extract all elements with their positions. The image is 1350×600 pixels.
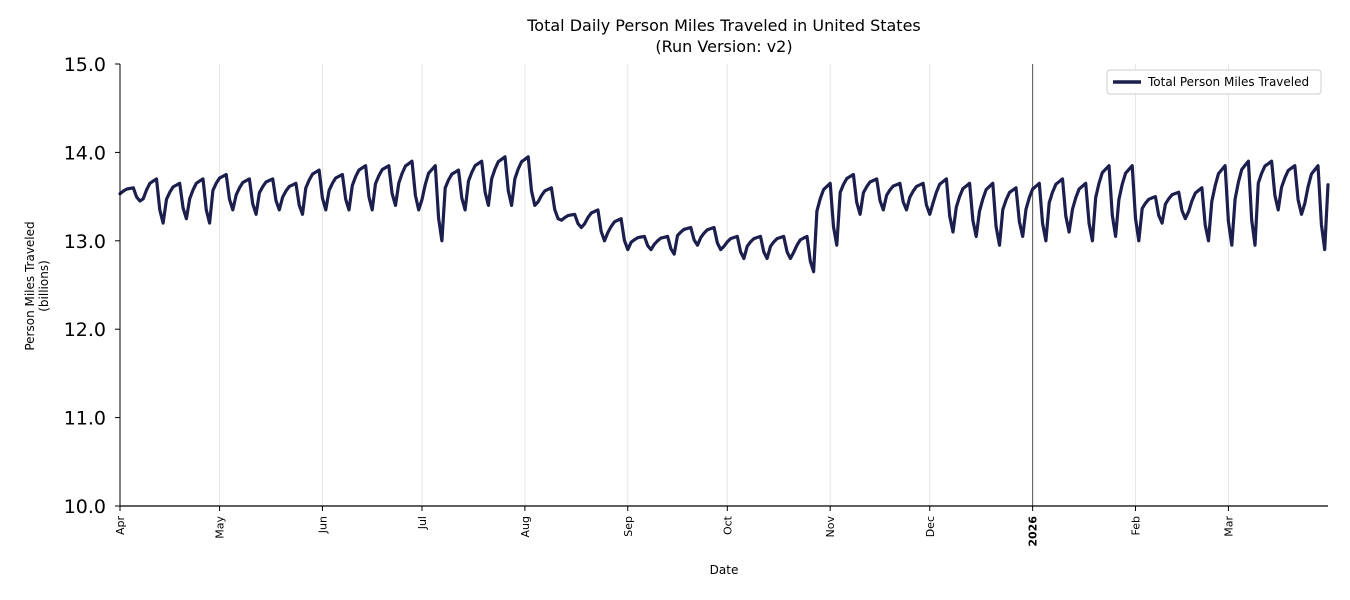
- x-tick-label-sep: Sep: [622, 516, 635, 537]
- legend-label: Total Person Miles Traveled: [1147, 75, 1309, 89]
- legend: Total Person Miles Traveled: [1106, 69, 1322, 95]
- y-tick-label: 15.0: [64, 54, 106, 76]
- x-tick-label-nov: Nov: [824, 516, 837, 538]
- series-line-total-person-miles: [118, 155, 1330, 274]
- axes: [119, 64, 1328, 507]
- x-axis-label: Date: [710, 563, 739, 577]
- x-tick-label-dec: Dec: [924, 516, 937, 537]
- chart-title: Total Daily Person Miles Traveled in Uni…: [526, 16, 921, 35]
- vertical-gridlines: [119, 64, 1229, 506]
- y-tick-label: 10.0: [64, 496, 106, 518]
- y-axis-label: Person Miles Traveled: [23, 221, 37, 350]
- y-tick-label: 13.0: [64, 231, 106, 253]
- y-tick-label: 12.0: [64, 319, 106, 341]
- legend-box: [1106, 69, 1322, 95]
- chart-subtitle: (Run Version: v2): [655, 37, 792, 56]
- x-tick-label-aug: Aug: [519, 516, 532, 537]
- series-layer: [118, 155, 1330, 274]
- x-tick-label-mar: Mar: [1222, 516, 1235, 537]
- x-tick-label-2026: 2026: [1027, 516, 1040, 547]
- x-tick-label-jul: Jul: [416, 516, 429, 530]
- x-tick-label-oct: Oct: [721, 515, 734, 535]
- x-tick-label-may: May: [214, 516, 227, 539]
- x-tick-label-apr: Apr: [114, 516, 127, 536]
- x-axis-ticks: Apr May Jun Jul Aug Sep Oct Nov Dec 2026 Feb Mar: [114, 506, 1235, 547]
- y-tick-label: 11.0: [64, 408, 106, 430]
- y-tick-label: 14.0: [64, 142, 106, 164]
- x-tick-label-jun: Jun: [316, 516, 329, 534]
- x-tick-label-feb: Feb: [1130, 516, 1143, 535]
- y-axis-label-units: (billions): [37, 260, 51, 312]
- y-axis-ticks: 10.0 11.0 12.0 13.0 14.0 15.0: [64, 54, 120, 518]
